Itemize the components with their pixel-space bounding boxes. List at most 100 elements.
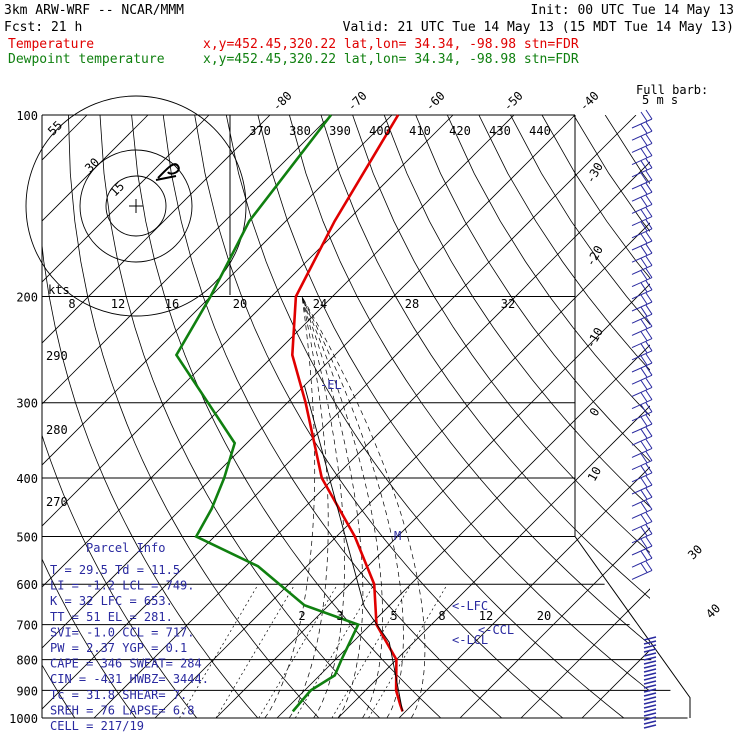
pressure-tick-label: 200 <box>16 291 38 305</box>
level-annotation: <-LFC <box>452 599 488 613</box>
wind-barb <box>631 390 653 410</box>
wind-barb <box>643 716 657 721</box>
parcel-info-row: PW = 2.37 YGP = 0.1 <box>50 641 187 655</box>
wind-barb <box>631 463 653 483</box>
wind-barb <box>631 268 653 288</box>
dry-adiabat <box>415 115 650 462</box>
barb-legend: 5 m s <box>642 93 678 107</box>
wind-barb <box>631 280 653 300</box>
wind-barb <box>631 439 653 458</box>
isotherm <box>154 222 650 718</box>
wind-barb <box>643 720 657 725</box>
mixing-ratio-label: 20 <box>537 609 551 623</box>
wind-barb <box>631 426 653 446</box>
wind-barb <box>631 182 653 202</box>
wind-barb <box>631 304 653 324</box>
dry-adiabat <box>42 664 76 718</box>
wind-barb <box>643 640 657 645</box>
pressure-tick-label: 300 <box>16 397 38 411</box>
dry-adiabat <box>446 115 650 417</box>
parcel-info-row: T = 29.5 Td = 11.5 <box>50 563 180 577</box>
wind-barb <box>631 317 653 336</box>
right-temperature-label: 10 <box>585 464 604 484</box>
dry-adiabat <box>42 241 259 718</box>
mixing-ratio-line <box>179 584 259 718</box>
isotherm <box>459 527 650 718</box>
dry-adiabat <box>162 115 503 718</box>
wind-barb <box>631 487 653 507</box>
moist-adiabat <box>264 296 316 718</box>
hodo-speed-label: 28 <box>405 297 419 311</box>
wind-barb <box>643 724 657 729</box>
parcel-info-title: Parcel Info <box>86 541 165 555</box>
pressure-tick-label: 700 <box>16 619 38 633</box>
wind-barb <box>631 158 653 178</box>
hodo-ring-label: 30 <box>82 155 102 175</box>
level-annotation: M <box>394 529 401 543</box>
wind-barb <box>631 414 653 434</box>
wind-barb <box>631 219 653 239</box>
wind-barb <box>631 256 653 275</box>
right-temperature-label: 30 <box>685 542 705 562</box>
pressure-tick-label: 400 <box>16 472 38 486</box>
level-annotation: <-CCL <box>478 623 514 637</box>
dry-adiabat <box>383 115 650 508</box>
parcel-info-row: SVI= -1.0 CCL = 717. <box>50 625 195 639</box>
lower-right-edge <box>574 536 691 718</box>
theta-label: 400 <box>369 124 391 138</box>
wind-barb <box>631 146 653 166</box>
dewpoint-station-info: x,y=452.45,320.22 lat,lon= 34.34, -98.98… <box>203 52 579 67</box>
wind-barb <box>643 712 657 717</box>
mixing-ratio-line <box>368 584 448 718</box>
parcel-info-row: CELL = 217/19 <box>50 719 144 733</box>
dewpoint-label: Dewpoint temperature <box>8 52 165 67</box>
top-temperature-label: -40 <box>577 89 602 114</box>
pressure-tick-label: 900 <box>16 684 38 698</box>
trace-layer <box>174 114 404 713</box>
top-temperature-label: -80 <box>270 89 295 114</box>
isotherm <box>42 115 515 588</box>
temperature-label: Temperature <box>8 37 94 52</box>
isotherm <box>337 405 650 718</box>
theta-label: 280 <box>46 423 68 437</box>
hodo-ring <box>25 95 247 317</box>
mixing-ratio-label: 5 <box>390 609 397 623</box>
wind-barb <box>631 329 653 349</box>
theta-label: 440 <box>529 124 551 138</box>
moist-adiabat <box>288 296 329 718</box>
wind-barb <box>631 365 653 385</box>
wind-barb <box>631 231 653 251</box>
wind-barb <box>643 704 657 709</box>
hodo-speed-label: 16 <box>165 297 179 311</box>
wind-barb <box>643 636 657 641</box>
wind-barbs <box>631 109 657 729</box>
parcel-info-row: SREH = 76 LAPSE= 6.8 <box>50 703 195 717</box>
isotherm <box>42 115 393 466</box>
wind-barb <box>643 672 657 677</box>
mixing-ratio-label: 8 <box>438 609 445 623</box>
wind-barb <box>631 378 653 397</box>
wind-barb <box>631 195 653 214</box>
isotherm <box>42 115 637 710</box>
wind-barb <box>643 656 657 661</box>
wind-barb <box>643 688 657 693</box>
dry-adiabat <box>257 115 650 692</box>
isotherm <box>42 115 149 222</box>
theta-label: 270 <box>46 495 68 509</box>
wind-barb <box>631 500 653 519</box>
theta-label: 290 <box>46 349 68 363</box>
dry-adiabat <box>478 115 650 371</box>
theta-label: 370 <box>249 124 271 138</box>
mixing-ratio-label: 3 <box>336 609 343 623</box>
pressure-tick-label: 500 <box>16 530 38 544</box>
wind-barb <box>631 561 653 580</box>
valid-time: Valid: 21 UTC Tue 14 May 13 (15 MDT Tue … <box>343 20 734 35</box>
hodo-ring <box>79 149 193 263</box>
mixing-ratio-label: 2 <box>298 609 305 623</box>
dry-adiabat <box>194 115 564 718</box>
wind-barb <box>643 660 657 665</box>
theta-label: 380 <box>289 124 311 138</box>
isotherm <box>581 649 650 718</box>
